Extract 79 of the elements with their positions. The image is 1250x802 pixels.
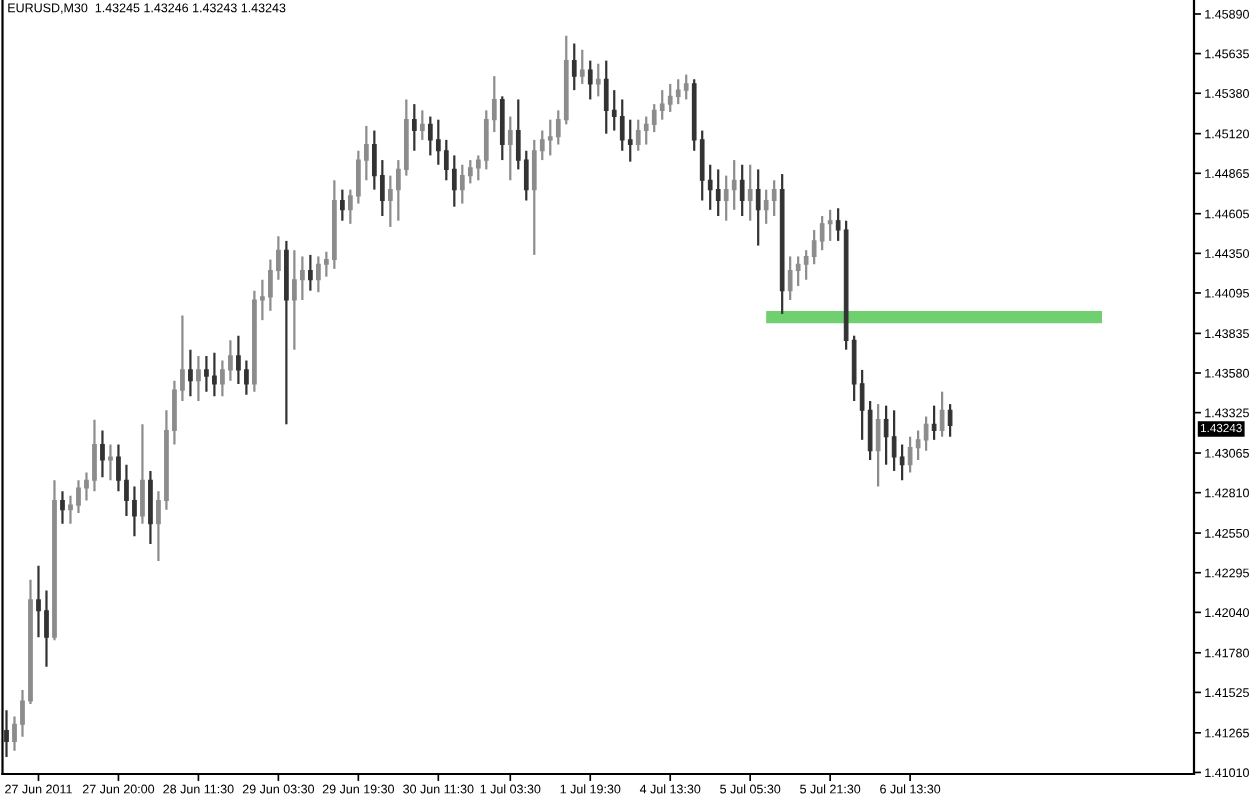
candlestick — [659, 89, 665, 121]
candlestick — [132, 485, 137, 538]
candlestick — [747, 163, 753, 222]
candlestick — [587, 59, 593, 101]
candlestick — [755, 168, 761, 247]
candlestick — [531, 138, 537, 256]
candlestick — [467, 158, 473, 185]
candlestick — [387, 174, 393, 229]
candlestick — [643, 115, 649, 146]
candlestick — [507, 115, 513, 182]
candlestick — [316, 255, 321, 294]
candlestick — [571, 42, 577, 92]
candlestick — [547, 118, 553, 157]
candlestick — [268, 258, 273, 312]
candlestick — [68, 494, 73, 525]
candlestick — [739, 163, 745, 218]
candlestick — [76, 479, 81, 514]
candlestick — [651, 103, 657, 134]
candlestick — [236, 334, 241, 385]
candlestick — [723, 174, 729, 222]
candlestick — [188, 348, 193, 398]
candlestick — [891, 409, 897, 473]
candlestick — [499, 95, 505, 162]
candlestick — [140, 423, 145, 525]
candlestick — [148, 469, 153, 546]
candlestick — [212, 351, 217, 398]
candlestick — [811, 228, 817, 266]
candlestick — [731, 158, 737, 211]
candlestick — [451, 154, 457, 208]
candlestick — [827, 208, 833, 243]
candlestick — [595, 62, 601, 98]
candlestick — [579, 48, 585, 86]
candlestick — [947, 402, 953, 438]
candlestick — [819, 214, 825, 252]
candlestick — [795, 255, 801, 288]
candlestick — [116, 443, 121, 493]
candlestick — [459, 163, 465, 205]
candlestick — [931, 404, 937, 441]
candlestick — [355, 149, 361, 205]
candlestick — [36, 564, 41, 639]
candlestick — [771, 179, 777, 218]
candlestick — [427, 115, 433, 157]
candlestick — [619, 98, 625, 152]
candlestick — [435, 118, 441, 166]
candlestick — [300, 255, 305, 302]
candlestick — [92, 418, 97, 493]
candlestick — [907, 435, 913, 474]
candlestick — [923, 415, 929, 452]
candlestick — [196, 354, 201, 403]
candlestick — [683, 73, 689, 101]
candlestick — [763, 188, 769, 225]
candlestick — [100, 429, 105, 479]
candlestick — [443, 138, 449, 182]
candlestick — [715, 168, 721, 218]
candlestick — [292, 249, 297, 351]
candlestick — [4, 709, 9, 759]
candlestick — [875, 402, 881, 488]
candlestick — [939, 390, 945, 438]
candlestick — [675, 78, 681, 106]
candlestick — [627, 118, 633, 163]
candlestick — [108, 443, 113, 482]
candlestick — [220, 359, 225, 398]
candlestick — [899, 443, 905, 482]
candlestick — [635, 118, 641, 152]
candlestick — [667, 82, 673, 114]
candlestick — [244, 359, 249, 396]
candlestick — [787, 255, 793, 302]
candlestick — [915, 429, 921, 462]
candlestick — [124, 463, 129, 518]
candlestick — [883, 404, 889, 466]
candlestick — [308, 253, 313, 292]
candlestick — [60, 490, 65, 525]
candlestick — [419, 109, 425, 141]
candlestick — [603, 59, 609, 135]
candlestick — [228, 339, 233, 382]
candlestick — [44, 589, 49, 668]
candlestick — [340, 188, 345, 222]
candlestick — [204, 354, 209, 393]
candlestick — [411, 103, 417, 152]
